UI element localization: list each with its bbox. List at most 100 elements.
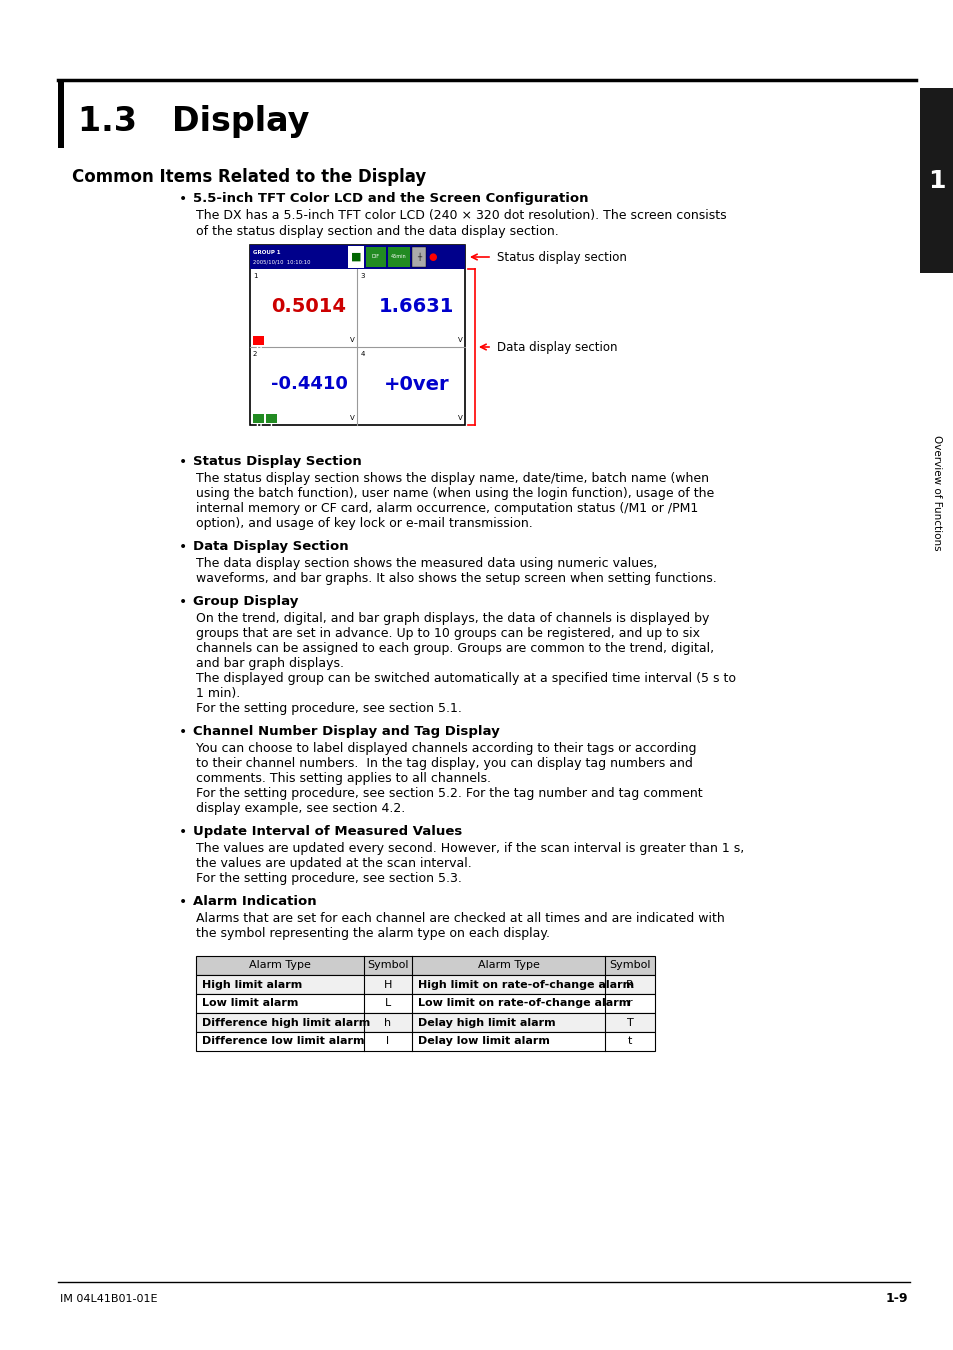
Text: groups that are set in advance. Up to 10 groups can be registered, and up to six: groups that are set in advance. Up to 10… — [195, 626, 700, 640]
Text: Delay low limit alarm: Delay low limit alarm — [417, 1037, 549, 1046]
Text: V: V — [457, 338, 462, 343]
Text: For the setting procedure, see section 5.1.: For the setting procedure, see section 5… — [195, 702, 461, 716]
Bar — [195, 1012, 655, 1031]
Text: display example, see section 4.2.: display example, see section 4.2. — [195, 802, 405, 815]
Text: H: H — [383, 980, 392, 990]
Text: 1-9: 1-9 — [884, 1292, 907, 1305]
Text: Difference high limit alarm: Difference high limit alarm — [202, 1018, 370, 1027]
Text: For the setting procedure, see section 5.2. For the tag number and tag comment: For the setting procedure, see section 5… — [195, 787, 702, 801]
Text: Symbol: Symbol — [367, 960, 408, 971]
Text: Status Display Section: Status Display Section — [193, 455, 361, 468]
Text: Alarms that are set for each channel are checked at all times and are indicated : Alarms that are set for each channel are… — [195, 913, 724, 925]
Text: Channel Number Display and Tag Display: Channel Number Display and Tag Display — [193, 725, 499, 738]
Text: The status display section shows the display name, date/time, batch name (when: The status display section shows the dis… — [195, 472, 708, 485]
Bar — [266, 414, 276, 423]
Text: V: V — [350, 414, 355, 421]
Text: 1.3   Display: 1.3 Display — [78, 105, 309, 139]
Text: The data display section shows the measured data using numeric values,: The data display section shows the measu… — [195, 558, 657, 570]
Text: 1: 1 — [927, 169, 944, 193]
Text: 5.5-inch TFT Color LCD and the Screen Configuration: 5.5-inch TFT Color LCD and the Screen Co… — [193, 192, 588, 205]
Text: •: • — [178, 825, 187, 838]
Text: •: • — [178, 725, 187, 738]
Text: 0.5014: 0.5014 — [272, 297, 346, 316]
Text: using the batch function), user name (when using the login function), usage of t: using the batch function), user name (wh… — [195, 487, 714, 500]
Text: ┼: ┼ — [416, 252, 420, 261]
Text: Symbol: Symbol — [609, 960, 650, 971]
Text: ■: ■ — [351, 252, 361, 262]
Text: comments. This setting applies to all channels.: comments. This setting applies to all ch… — [195, 772, 491, 784]
Text: 2005/10/10  10:10:10: 2005/10/10 10:10:10 — [253, 259, 310, 265]
Bar — [253, 336, 264, 346]
Text: The displayed group can be switched automatically at a specified time interval (: The displayed group can be switched auto… — [195, 672, 735, 684]
Text: Overview of Functions: Overview of Functions — [931, 435, 941, 551]
Text: •: • — [178, 455, 187, 468]
Bar — [250, 244, 464, 425]
Text: internal memory or CF card, alarm occurrence, computation status (/M1 or /PM1: internal memory or CF card, alarm occurr… — [195, 502, 698, 514]
Text: Low limit alarm: Low limit alarm — [202, 999, 298, 1008]
Text: H: H — [255, 423, 261, 432]
Bar — [58, 80, 64, 148]
Text: of the status display section and the data display section.: of the status display section and the da… — [195, 224, 558, 238]
Text: V: V — [457, 414, 462, 421]
Text: R: R — [625, 980, 633, 990]
Text: Alarm Type: Alarm Type — [477, 960, 538, 971]
Text: Difference low limit alarm: Difference low limit alarm — [202, 1037, 364, 1046]
Text: and bar graph displays.: and bar graph displays. — [195, 657, 344, 670]
Text: 2: 2 — [253, 351, 257, 356]
Text: Update Interval of Measured Values: Update Interval of Measured Values — [193, 825, 462, 838]
Text: the values are updated at the scan interval.: the values are updated at the scan inter… — [195, 857, 471, 869]
Text: 3: 3 — [360, 273, 365, 279]
Text: 1.6631: 1.6631 — [378, 297, 454, 316]
Text: GROUP 1: GROUP 1 — [253, 250, 280, 255]
Text: Data Display Section: Data Display Section — [193, 540, 348, 553]
Text: •: • — [178, 595, 187, 609]
Text: Group Display: Group Display — [193, 595, 298, 608]
Text: L: L — [269, 423, 274, 432]
Bar — [366, 247, 386, 267]
Text: h: h — [384, 1018, 391, 1027]
Bar — [250, 244, 464, 269]
Text: waveforms, and bar graphs. It also shows the setup screen when setting functions: waveforms, and bar graphs. It also shows… — [195, 572, 716, 585]
Text: Low limit on rate-of-change alarm: Low limit on rate-of-change alarm — [417, 999, 630, 1008]
Text: t: t — [627, 1037, 632, 1046]
Text: Alarm Indication: Alarm Indication — [193, 895, 316, 909]
Text: IM 04L41B01-01E: IM 04L41B01-01E — [60, 1295, 157, 1304]
Text: High limit on rate-of-change alarm: High limit on rate-of-change alarm — [417, 980, 634, 990]
Text: ●: ● — [428, 252, 436, 262]
Text: Data display section: Data display section — [497, 340, 617, 354]
Text: Status display section: Status display section — [497, 251, 626, 263]
Text: l: l — [386, 1037, 389, 1046]
Text: T: T — [626, 1018, 633, 1027]
Text: The DX has a 5.5-inch TFT color LCD (240 × 320 dot resolution). The screen consi: The DX has a 5.5-inch TFT color LCD (240… — [195, 209, 726, 221]
Bar — [348, 246, 364, 269]
Text: DIF: DIF — [372, 255, 379, 259]
Bar — [388, 247, 410, 267]
Text: L: L — [384, 999, 391, 1008]
Text: 1 min).: 1 min). — [195, 687, 240, 701]
Text: The values are updated every second. However, if the scan interval is greater th: The values are updated every second. How… — [195, 842, 743, 855]
Text: Alarm Type: Alarm Type — [249, 960, 311, 971]
Text: •: • — [178, 895, 187, 909]
Text: -0.4410: -0.4410 — [271, 375, 347, 393]
Text: Common Items Related to the Display: Common Items Related to the Display — [71, 167, 426, 186]
Bar — [195, 1031, 655, 1052]
Bar — [919, 88, 953, 273]
Text: 45min: 45min — [391, 255, 406, 259]
Text: High limit alarm: High limit alarm — [202, 980, 302, 990]
Bar — [195, 975, 655, 994]
Bar — [412, 247, 426, 267]
Text: V: V — [350, 338, 355, 343]
Text: On the trend, digital, and bar graph displays, the data of channels is displayed: On the trend, digital, and bar graph dis… — [195, 612, 709, 625]
Text: r: r — [627, 999, 632, 1008]
Text: H: H — [255, 346, 261, 354]
Text: the symbol representing the alarm type on each display.: the symbol representing the alarm type o… — [195, 927, 550, 940]
Text: option), and usage of key lock or e-mail transmission.: option), and usage of key lock or e-mail… — [195, 517, 532, 531]
Bar — [195, 994, 655, 1012]
Text: 4: 4 — [360, 351, 364, 356]
Text: You can choose to label displayed channels according to their tags or according: You can choose to label displayed channe… — [195, 743, 696, 755]
Text: 1: 1 — [253, 273, 257, 279]
Text: +0ver: +0ver — [383, 375, 449, 394]
Text: channels can be assigned to each group. Groups are common to the trend, digital,: channels can be assigned to each group. … — [195, 643, 714, 655]
Text: Delay high limit alarm: Delay high limit alarm — [417, 1018, 555, 1027]
Text: •: • — [178, 192, 187, 207]
